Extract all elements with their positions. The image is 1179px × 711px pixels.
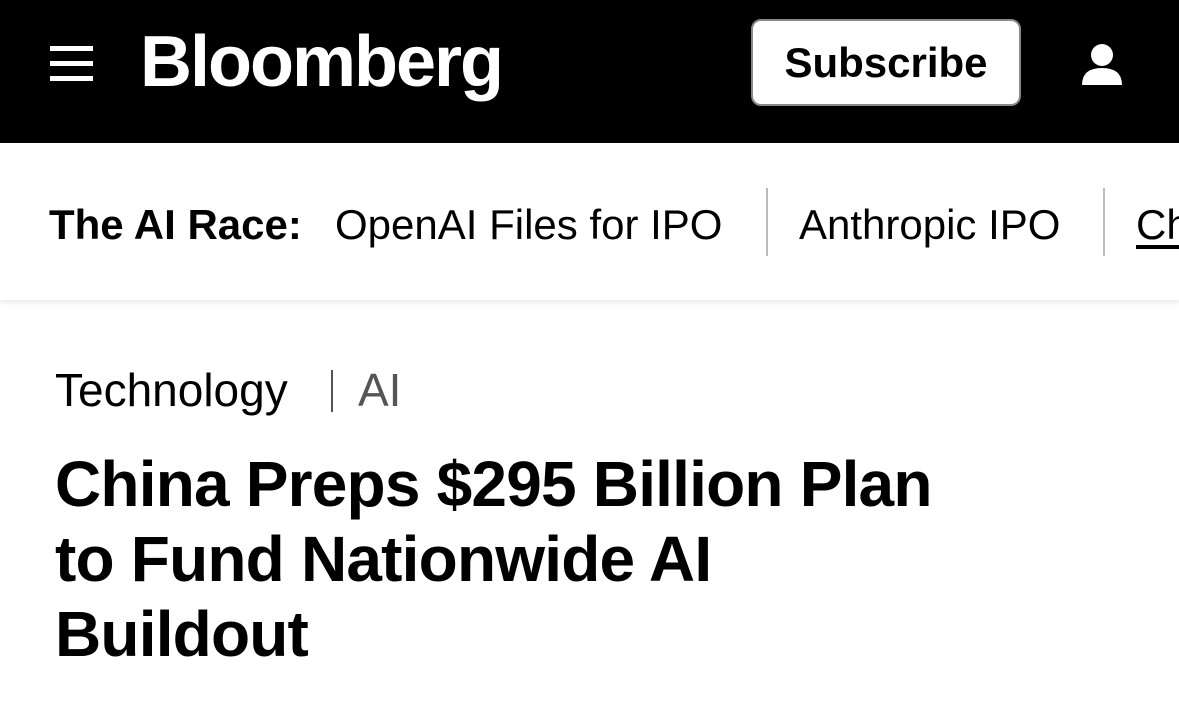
topic-link[interactable]: Anthropic IPO: [799, 201, 1061, 248]
subscribe-button[interactable]: Subscribe: [751, 19, 1021, 106]
divider: [766, 188, 768, 256]
subsection-link[interactable]: AI: [358, 364, 402, 416]
menu-icon[interactable]: [50, 44, 94, 84]
logo[interactable]: Bloomberg: [140, 22, 504, 102]
top-bar: Bloomberg Subscribe: [0, 0, 1179, 143]
section-divider: [331, 370, 333, 412]
section-link[interactable]: Technology: [55, 364, 288, 416]
topic-bar: The AI Race: OpenAI Files for IPO Anthro…: [0, 143, 1179, 300]
divider: [1103, 188, 1105, 256]
headline-line: Buildout: [55, 598, 309, 670]
topic-link[interactable]: OpenAI Files for IPO: [335, 201, 723, 248]
account-icon[interactable]: [1080, 42, 1124, 86]
headline-line: China Preps $295 Billion Plan: [55, 448, 932, 520]
topic-link[interactable]: Ch: [1136, 201, 1179, 248]
topic-label: The AI Race:: [49, 201, 302, 248]
headline-line: to Fund Nationwide AI: [55, 523, 712, 595]
